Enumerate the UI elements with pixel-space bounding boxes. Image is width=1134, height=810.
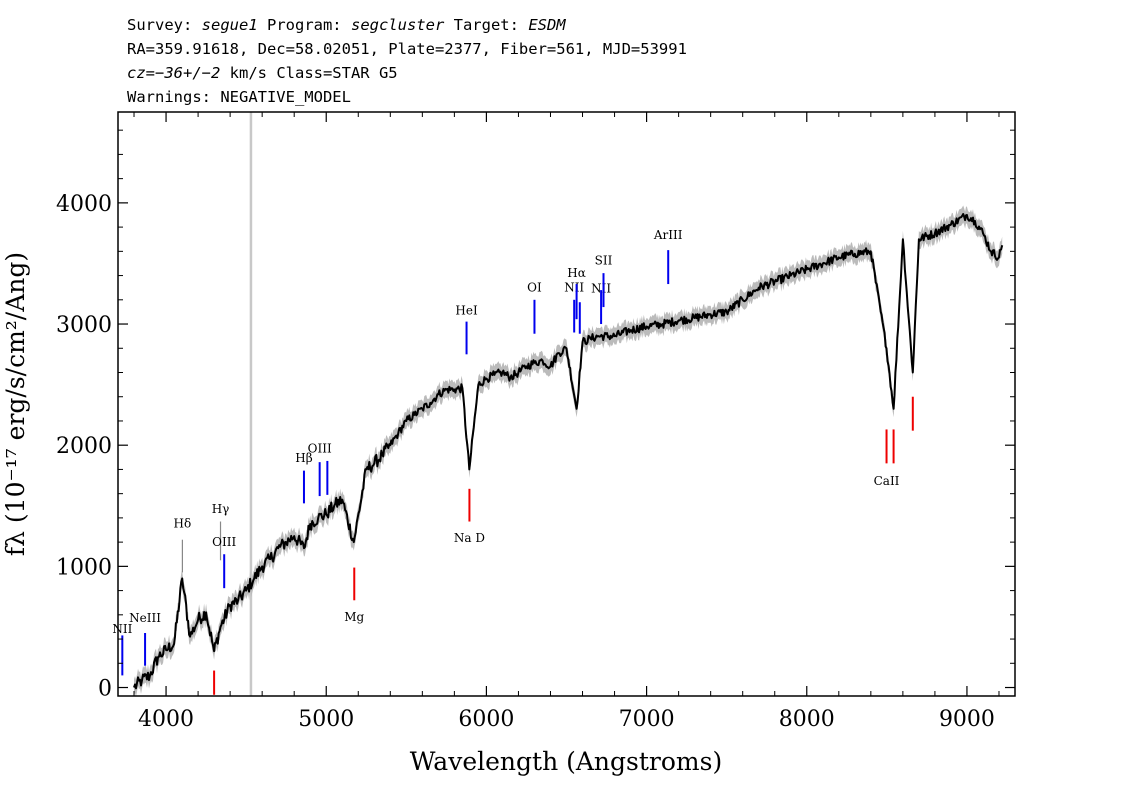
header-line-4: Warnings: NEGATIVE_MODEL [127, 88, 351, 106]
x-tick-label: 7000 [619, 707, 675, 732]
y-tick-label: 0 [98, 677, 112, 702]
line-marker-label-15: ArIII [653, 228, 683, 242]
header-line-3: cz=−36+/−2 km/s Class=STAR G5 [127, 64, 398, 82]
line-marker-label-13: NII [591, 282, 611, 296]
line-marker-label-4: OIII [212, 535, 236, 549]
line-marker-label-3: Hγ [212, 502, 230, 516]
line-marker-label-5: Hβ [295, 451, 312, 465]
line-marker-label-18: Na D [454, 531, 485, 545]
y-axis-title: fλ (10⁻¹⁷ erg/s/cm²/Ang) [1, 252, 30, 556]
plot-frame [117, 111, 1016, 697]
line-marker-label-17: Mg [344, 610, 364, 624]
x-tick-label: 9000 [939, 707, 995, 732]
y-tick-label: 2000 [56, 434, 112, 459]
x-tick-label: 6000 [458, 707, 514, 732]
x-axis-title: Wavelength (Angstroms) [410, 747, 722, 776]
line-marker-label-9: OI [527, 280, 542, 294]
header-line-2: RA=359.91618, Dec=58.02051, Plate=2377, … [127, 40, 687, 58]
y-tick-label: 3000 [56, 313, 112, 338]
line-marker-label-11: Hα [567, 266, 586, 280]
line-marker-label-1: NeIII [129, 611, 161, 625]
y-tick-label: 1000 [56, 555, 112, 580]
tick-labels-layer: 4000 5000 6000 7000 8000 9000 0 1000 2000 3000 400… [56, 192, 995, 732]
series-layer [133, 213, 1004, 690]
line-marker-label-14: SII [595, 254, 613, 268]
line-marker-label-8: HeI [455, 303, 478, 317]
axis-ticks-layer [118, 112, 1015, 696]
line-marker-label-6: OIII [308, 441, 332, 455]
line-marker-label-10: NII [564, 280, 584, 294]
line-marker-label-2: Hδ [174, 517, 192, 531]
x-tick-label: 4000 [138, 707, 194, 732]
x-tick-label: 5000 [298, 707, 354, 732]
header-line-1: Survey: segue1 Program: segcluster Targe… [127, 16, 566, 34]
y-tick-label: 4000 [56, 192, 112, 217]
series-flux-line [133, 213, 1004, 690]
x-tick-label: 8000 [779, 707, 835, 732]
line-marker-label-19: CaII [874, 474, 900, 488]
